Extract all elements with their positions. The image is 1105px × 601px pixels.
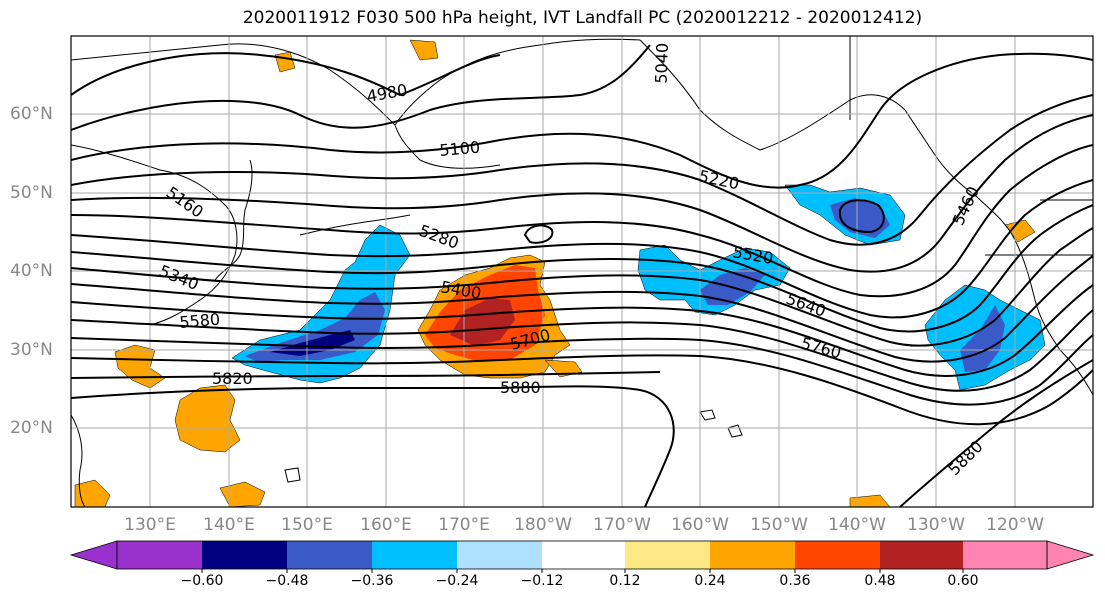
- colorbar-segment: [710, 541, 795, 569]
- lon-label: 150°E: [281, 515, 333, 535]
- positive-anomaly-se: [849, 494, 891, 507]
- positive-anomaly-dateline-max: [450, 298, 515, 346]
- colorbar-tick-label: −0.12: [520, 573, 564, 589]
- colorbar-extend-high: [1046, 540, 1095, 570]
- map-title: 2020011912 F030 500 hPa height, IVT Land…: [242, 8, 923, 28]
- lon-label: 170°W: [593, 515, 651, 535]
- colorbar-segment: [795, 541, 880, 569]
- lat-label: 20°N: [10, 418, 53, 438]
- height-contours: [71, 44, 1093, 507]
- colorbar-tick-label: 0.24: [694, 573, 726, 589]
- lon-label: 170°E: [438, 515, 490, 535]
- lon-label: 180°W: [514, 515, 572, 535]
- lat-label: 40°N: [10, 261, 53, 281]
- contour-label: 5580: [179, 310, 221, 332]
- colorbar-segment: [117, 541, 202, 569]
- colorbar-tick-label: −0.48: [265, 573, 309, 589]
- positive-anomaly-s: [219, 481, 266, 507]
- positive-anomaly-kamchatka: [409, 39, 439, 61]
- lon-label: 160°W: [671, 515, 729, 535]
- colorbar-extend-low: [69, 540, 118, 570]
- map-frame: [70, 35, 1094, 508]
- colorbar-segment: [457, 541, 542, 569]
- colorbar-segment: [542, 541, 625, 569]
- colorbar-tick-label: −0.36: [350, 573, 394, 589]
- colorbar-segment: [880, 541, 963, 569]
- gridlines: [71, 36, 1093, 507]
- borders: [849, 36, 1093, 507]
- colorbar: [69, 540, 1095, 573]
- lon-label: 150°W: [750, 515, 808, 535]
- contour-label: 5880: [500, 378, 541, 397]
- lon-label: 140°E: [203, 515, 255, 535]
- lat-label: 50°N: [10, 183, 53, 203]
- lon-label: 130°W: [907, 515, 965, 535]
- positive-anomaly-sw: [174, 384, 241, 453]
- lon-label: 160°E: [360, 515, 412, 535]
- colorbar-segment: [625, 541, 710, 569]
- positive-anomaly-sw-corner: [74, 479, 111, 507]
- lat-label: 60°N: [10, 104, 53, 124]
- colorbar-segment: [202, 541, 287, 569]
- colorbar-tick-label: 0.60: [947, 573, 979, 589]
- contour-labels: 4980 5040 5100 5160 5220 5280 5340 5400 …: [157, 43, 987, 479]
- negative-anomaly-gulf-core: [830, 198, 890, 238]
- lon-label: 120°W: [986, 515, 1044, 535]
- lon-label: 140°W: [828, 515, 886, 535]
- colorbar-tick-label: 0.48: [864, 573, 896, 589]
- contour-label: 5100: [439, 138, 481, 160]
- contour-label: 5820: [212, 369, 253, 388]
- colorbar-segment: [963, 541, 1047, 569]
- colorbar-segment: [372, 541, 457, 569]
- colorbar-tick-label: 0.36: [779, 573, 811, 589]
- colorbar-segment: [287, 541, 372, 569]
- lat-label: 30°N: [10, 340, 53, 360]
- contour-label: 5040: [652, 43, 672, 84]
- lon-label: 130°E: [124, 515, 176, 535]
- colorbar-tick-label: 0.12: [609, 573, 641, 589]
- colorbar-tick-label: −0.60: [180, 573, 224, 589]
- colorbar-tick-label: −0.24: [435, 573, 479, 589]
